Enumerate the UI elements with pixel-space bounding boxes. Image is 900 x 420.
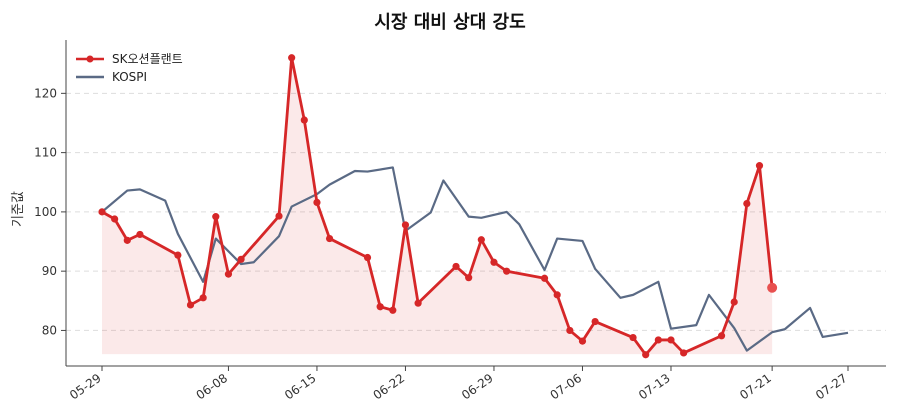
legend-label-kospi: KOSPI bbox=[112, 70, 147, 84]
sk-last-point bbox=[767, 282, 778, 293]
sk-point bbox=[730, 298, 738, 306]
sk-point bbox=[667, 336, 675, 344]
x-tick-label: 07-06 bbox=[548, 371, 585, 402]
sk-point bbox=[503, 267, 511, 275]
sk-point bbox=[490, 258, 498, 266]
x-tick-label: 06-22 bbox=[371, 371, 408, 402]
y-tick-label: 120 bbox=[34, 86, 57, 100]
sk-point bbox=[325, 234, 334, 243]
sk-point bbox=[174, 251, 182, 259]
x-tick-label: 06-08 bbox=[194, 371, 231, 402]
x-tick-label: 06-29 bbox=[459, 371, 496, 402]
chart-title: 시장 대비 상대 강도 bbox=[374, 12, 525, 33]
sk-point bbox=[566, 326, 574, 335]
sk-point bbox=[477, 236, 485, 244]
sk-point bbox=[136, 230, 144, 239]
sk-point bbox=[452, 262, 460, 271]
sk-point bbox=[224, 270, 233, 278]
sk-point bbox=[98, 208, 106, 216]
sk-point bbox=[465, 274, 473, 282]
sk-point bbox=[389, 306, 397, 314]
sk-point bbox=[288, 54, 296, 62]
sk-point bbox=[743, 199, 751, 208]
gridlines bbox=[66, 92, 886, 331]
sk-point bbox=[553, 291, 561, 299]
sk-point bbox=[186, 301, 195, 309]
sk-point bbox=[578, 337, 587, 345]
sk-point bbox=[275, 212, 283, 220]
x-tick-label: 07-13 bbox=[636, 371, 673, 402]
x-tick-label: 07-21 bbox=[737, 371, 774, 402]
sk-point bbox=[717, 332, 726, 340]
sk-point bbox=[642, 351, 650, 359]
x-tick-label: 07-27 bbox=[813, 371, 850, 402]
y-tick-label: 80 bbox=[42, 323, 57, 337]
sk-point bbox=[123, 236, 131, 244]
sk-point bbox=[680, 349, 688, 357]
area-fill bbox=[102, 57, 773, 355]
sk-point bbox=[755, 162, 764, 170]
sk-point bbox=[363, 253, 372, 262]
sk-point bbox=[540, 274, 549, 282]
sk-point bbox=[111, 215, 119, 223]
x-tick-label: 06-15 bbox=[282, 371, 319, 402]
series bbox=[98, 54, 849, 359]
kospi-line bbox=[101, 166, 849, 352]
sk-line bbox=[101, 56, 774, 357]
y-tick-label: 100 bbox=[34, 205, 57, 219]
sk-point bbox=[300, 116, 308, 124]
sk-point bbox=[237, 255, 245, 263]
sk-point bbox=[591, 317, 599, 326]
y-axis-label: 기준값 bbox=[11, 191, 26, 227]
sk-point bbox=[414, 299, 422, 307]
legend-marker-sk bbox=[86, 55, 94, 63]
sk-point bbox=[401, 221, 410, 229]
sk-point bbox=[313, 198, 321, 207]
sk-point bbox=[212, 213, 220, 221]
sk-area-fill bbox=[102, 57, 773, 355]
sk-point bbox=[376, 303, 384, 311]
sk-point bbox=[629, 333, 637, 342]
y-tick-label: 90 bbox=[42, 264, 57, 278]
y-tick-label: 110 bbox=[34, 146, 57, 160]
legend: SK오션플랜트 KOSPI bbox=[76, 52, 183, 84]
axes bbox=[65, 40, 886, 367]
sk-point bbox=[199, 294, 207, 302]
x-tick-label: 05-29 bbox=[67, 371, 104, 402]
sk-point bbox=[654, 336, 662, 344]
legend-label-sk: SK오션플랜트 bbox=[112, 52, 183, 66]
